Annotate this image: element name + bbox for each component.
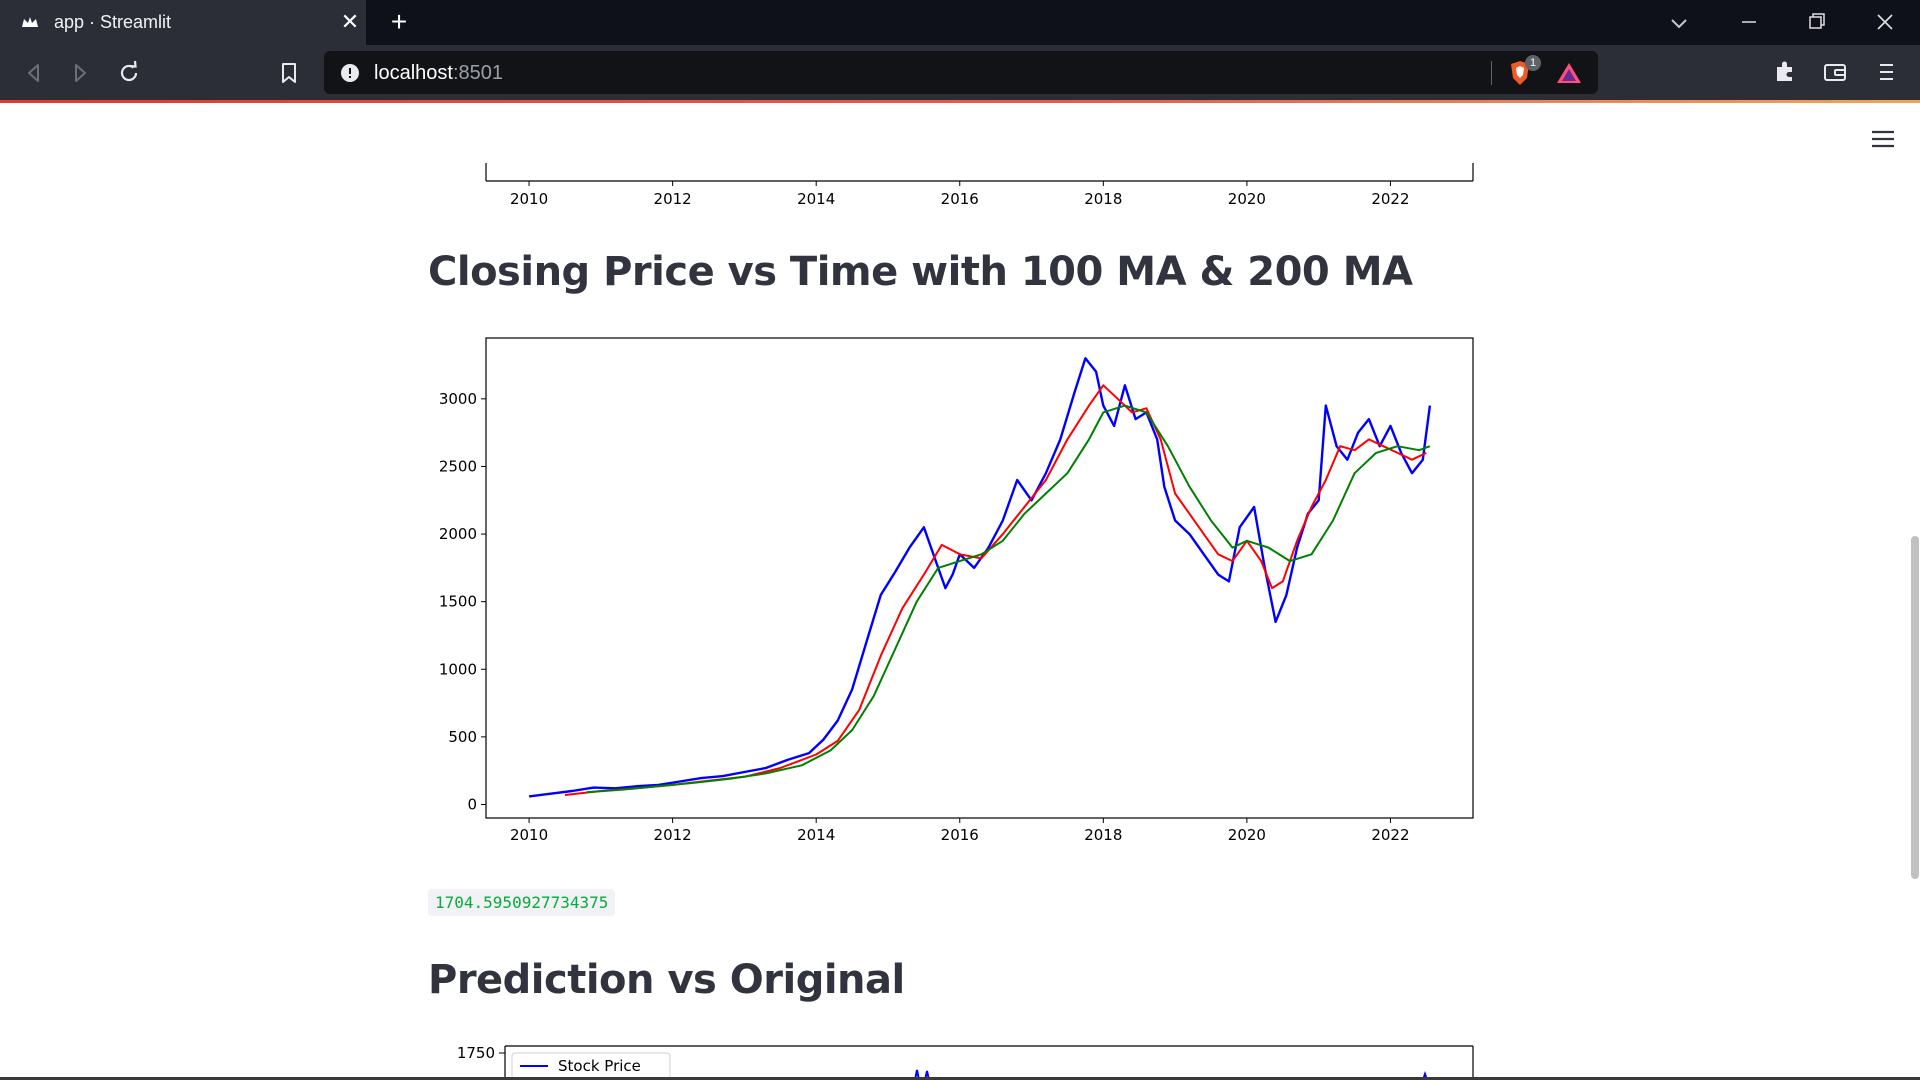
chart-y-ticks: 0 500 1000 1500 2000 2500 3000	[439, 390, 486, 813]
closing-price-ma-chart: 2010 2012 2014 2016 2018 2020 2022 0 500 1000 150…	[439, 337, 1474, 844]
tab-search-chevron-icon[interactable]	[1666, 10, 1692, 36]
tab-title: app · Streamlit	[54, 12, 172, 32]
streamlit-page: 2010 2012 2014 2016 2018 2020 2022 Closing Pri…	[0, 103, 1920, 1080]
pred-legend-label: Stock Price	[558, 1057, 641, 1075]
minimize-icon[interactable]	[1726, 6, 1770, 38]
pred-legend-box	[511, 1052, 671, 1080]
x-tick-label: 2014	[797, 826, 835, 844]
x-tick-label: 2018	[1084, 826, 1122, 844]
series-line-2	[586, 404, 1431, 794]
y-tick-label: 2500	[439, 457, 477, 475]
brave-rewards-icon[interactable]	[1556, 61, 1582, 85]
x-tick-label: 2016	[941, 826, 979, 844]
x-tick-label: 2020	[1228, 826, 1266, 844]
previous-chart-x-axis: 2010 2012 2014 2016 2018 2020 2022	[485, 163, 1474, 207]
heading-ma-chart: Closing Price vs Time with 100 MA & 200 …	[428, 249, 1413, 295]
x-tick-label: 2010	[510, 826, 548, 844]
y-tick-label: 1500	[439, 593, 477, 611]
heading-prediction: Prediction vs Original	[428, 957, 905, 1003]
restore-icon[interactable]	[1794, 6, 1838, 38]
prev-x-tick-label: 2022	[1371, 190, 1409, 207]
streamlit-crown-icon	[22, 17, 38, 27]
chart-x-ticks: 2010 2012 2014 2016 2018 2020 2022	[510, 818, 1410, 844]
x-tick-label: 2022	[1371, 826, 1409, 844]
page-scrollbar-thumb[interactable]	[1911, 536, 1919, 879]
streamlit-hamburger-menu-icon[interactable]	[1870, 128, 1896, 150]
browser-tab-active[interactable]: app · Streamlit ✕	[0, 0, 366, 45]
back-icon[interactable]	[18, 57, 50, 89]
prediction-chart-top: 1750 Stock Price	[457, 1044, 1474, 1080]
prev-x-tick-label: 2020	[1228, 190, 1266, 207]
url-separator	[1491, 61, 1492, 85]
close-window-icon[interactable]	[1862, 6, 1906, 38]
shield-count-badge: 1	[1525, 55, 1541, 71]
prev-x-tick-label: 2010	[510, 190, 548, 207]
address-bar[interactable]: localhost:8501 1	[324, 51, 1598, 94]
y-tick-label: 3000	[439, 390, 477, 408]
browser-tab-strip: app · Streamlit ✕ +	[0, 0, 1920, 45]
tab-close-icon[interactable]: ✕	[340, 9, 360, 34]
prev-x-tick-label: 2014	[797, 190, 835, 207]
series-line-1	[564, 384, 1427, 796]
y-tick-label: 0	[467, 795, 477, 813]
browser-menu-icon[interactable]	[1871, 57, 1901, 87]
pred-y-tick-label: 1750	[457, 1044, 495, 1062]
chart-series-lines	[528, 357, 1432, 798]
x-tick-label: 2012	[654, 826, 692, 844]
new-tab-plus-icon[interactable]: +	[390, 6, 408, 37]
taskbar-edge	[0, 1077, 1920, 1080]
series-line-0	[528, 357, 1432, 798]
bookmark-icon[interactable]	[273, 57, 305, 89]
prev-x-tick-label: 2012	[654, 190, 692, 207]
extensions-puzzle-icon[interactable]	[1770, 57, 1800, 87]
forward-icon[interactable]	[64, 57, 96, 89]
y-tick-label: 500	[448, 728, 477, 746]
wallet-icon[interactable]	[1820, 57, 1850, 87]
y-tick-label: 1000	[439, 660, 477, 678]
y-tick-label: 2000	[439, 525, 477, 543]
browser-toolbar: localhost:8501 1	[0, 45, 1920, 100]
prev-x-tick-label: 2018	[1084, 190, 1122, 207]
reload-icon[interactable]	[113, 57, 145, 89]
site-info-icon[interactable]	[340, 63, 360, 83]
prev-x-tick-label: 2016	[941, 190, 979, 207]
prediction-output-value: 1704.5950927734375	[428, 889, 616, 916]
page-load-progress-bar	[0, 100, 1920, 103]
brave-shield-icon[interactable]	[1508, 59, 1532, 87]
previous-chart-axis: 2010 2012 2014 2016 2018 2020 2022	[485, 163, 1474, 207]
chart-frame	[485, 337, 1474, 819]
url-text[interactable]: localhost:8501	[374, 62, 503, 84]
